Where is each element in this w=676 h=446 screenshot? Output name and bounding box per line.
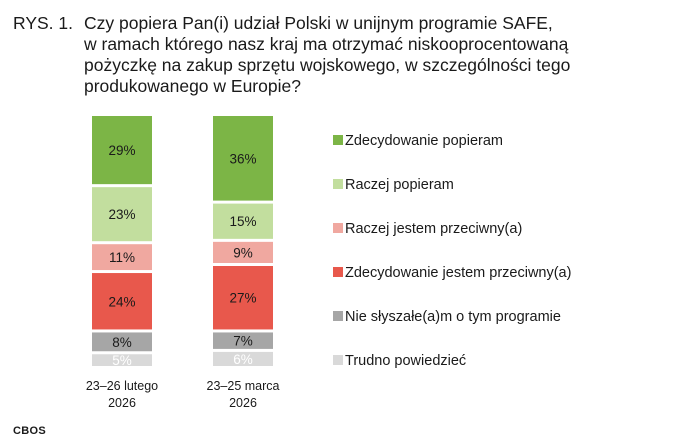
bar-segment bbox=[92, 354, 152, 366]
bar-segment bbox=[213, 116, 273, 201]
legend-swatch bbox=[333, 355, 343, 365]
category-label: 2026 bbox=[229, 396, 257, 410]
bar-segment bbox=[92, 116, 152, 185]
data-label: 11% bbox=[109, 250, 135, 265]
legend-swatch bbox=[333, 179, 343, 189]
legend-label: Zdecydowanie popieram bbox=[345, 133, 503, 149]
figure-label: RYS. 1. bbox=[13, 13, 73, 33]
bar-segment bbox=[92, 187, 152, 242]
legend-label: Raczej jestem przeciwny(a) bbox=[345, 221, 522, 237]
legend-swatch bbox=[333, 135, 343, 145]
source-label: CBOS bbox=[13, 425, 46, 437]
category-label: 23–25 marca bbox=[207, 379, 280, 393]
category-label: 2026 bbox=[108, 396, 136, 410]
data-label: 7% bbox=[233, 334, 253, 349]
legend-label: Nie słyszałe(a)m o tym programie bbox=[345, 309, 561, 325]
bar-segment bbox=[213, 266, 273, 330]
legend-swatch bbox=[333, 223, 343, 233]
bar-segment bbox=[213, 351, 273, 366]
question-line: produkowanego w Europie? bbox=[84, 76, 301, 96]
data-label: 6% bbox=[233, 352, 253, 367]
legend-swatch bbox=[333, 267, 343, 277]
data-label: 8% bbox=[112, 335, 132, 350]
legend-label: Zdecydowanie jestem przeciwny(a) bbox=[345, 265, 571, 281]
legend-label: Raczej popieram bbox=[345, 177, 454, 193]
bar-segment bbox=[92, 273, 152, 330]
bar-segment bbox=[213, 332, 273, 349]
bar-segment bbox=[213, 241, 273, 263]
bar-stacks: 29% 23% 11% 24% 8% 5% 36% 15% 9% 27% 7% 6% bbox=[92, 116, 273, 368]
data-label: 29% bbox=[108, 143, 135, 158]
bar-segment bbox=[213, 203, 273, 239]
data-label: 24% bbox=[108, 294, 135, 309]
data-label: 27% bbox=[229, 291, 256, 306]
legend: Zdecydowanie popieram Raczej popieram Racz… bbox=[333, 133, 571, 369]
data-label: 23% bbox=[108, 207, 135, 222]
data-label: 9% bbox=[233, 245, 253, 260]
legend-label: Trudno powiedzieć bbox=[345, 353, 466, 369]
figure-question: Czy popiera Pan(i) udział Polski w unijn… bbox=[84, 13, 653, 97]
question-line: w ramach którego nasz kraj ma otrzymać n… bbox=[84, 34, 569, 54]
chart-title: RYS. 1. Czy popiera Pan(i) udział Polski… bbox=[13, 13, 653, 97]
category-labels: 23–26 lutego 2026 23–25 marca 2026 bbox=[86, 379, 280, 410]
legend-swatch bbox=[333, 311, 343, 321]
category-label: 23–26 lutego bbox=[86, 379, 158, 393]
bar-segment bbox=[92, 244, 152, 271]
bar-segment bbox=[92, 332, 152, 352]
question-line: Czy popiera Pan(i) udział Polski w unijn… bbox=[84, 13, 553, 33]
data-label: 36% bbox=[229, 151, 256, 166]
data-label: 15% bbox=[229, 214, 256, 229]
question-line: pożyczkę na zakup sprzętu wojskowego, w … bbox=[84, 55, 571, 75]
data-label: 5% bbox=[112, 353, 132, 368]
